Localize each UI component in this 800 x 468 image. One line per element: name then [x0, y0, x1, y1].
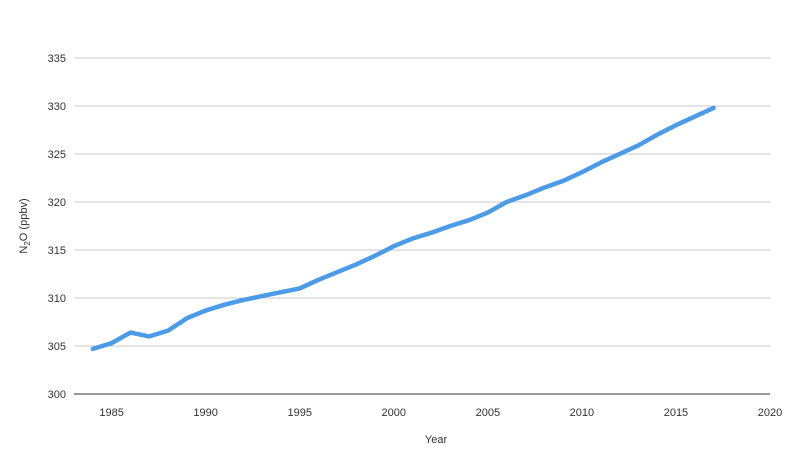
y-tick-label-300: 300 — [48, 389, 66, 401]
y-axis-ticks: 300 305 310 315 320 325 330 335 — [48, 53, 66, 401]
x-axis-ticks: 1985 1990 1995 2000 2005 2010 2015 2020 — [99, 407, 782, 419]
y-axis-title: N2O (ppbv) — [18, 198, 32, 253]
y-tick-label-330: 330 — [48, 101, 66, 113]
x-tick-label-2000: 2000 — [382, 407, 406, 419]
series-layer — [90, 105, 716, 352]
gridlines — [74, 57, 770, 395]
x-tick-label-2020: 2020 — [758, 407, 782, 419]
y-axis-title-prefix: N — [18, 246, 30, 254]
y-tick-label-335: 335 — [48, 53, 66, 65]
y-axis-title-suffix: O (ppbv) — [18, 198, 30, 241]
y-tick-label-325: 325 — [48, 149, 66, 161]
x-tick-label-2005: 2005 — [476, 407, 500, 419]
y-axis-title-subscript: 2 — [23, 241, 32, 246]
y-tick-label-310: 310 — [48, 293, 66, 305]
x-tick-label-2010: 2010 — [570, 407, 594, 419]
x-tick-label-1985: 1985 — [99, 407, 123, 419]
x-tick-label-1995: 1995 — [287, 407, 311, 419]
x-tick-label-2015: 2015 — [664, 407, 688, 419]
x-tick-label-1990: 1990 — [193, 407, 217, 419]
y-tick-label-305: 305 — [48, 341, 66, 353]
y-tick-label-320: 320 — [48, 197, 66, 209]
series-line-0 — [90, 105, 716, 352]
y-tick-label-315: 315 — [48, 245, 66, 257]
x-axis-title: Year — [425, 434, 448, 446]
